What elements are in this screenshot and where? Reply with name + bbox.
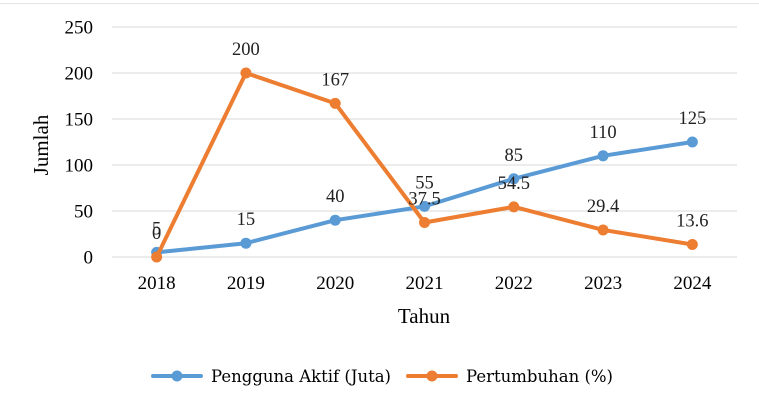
data-label: 200 — [232, 40, 260, 60]
legend: Pengguna Aktif (Juta) Pertumbuhan (%) — [151, 367, 613, 386]
data-label: 85 — [505, 146, 524, 166]
x-tick-label: 2021 — [406, 273, 444, 294]
y-tick-label: 150 — [65, 110, 94, 131]
data-label: 125 — [678, 109, 706, 129]
data-point — [151, 251, 163, 263]
y-tick-label: 50 — [74, 202, 93, 223]
y-tick-label: 250 — [65, 18, 94, 39]
y-tick-label: 200 — [65, 64, 94, 85]
x-axis-title: Tahun — [398, 304, 451, 328]
x-tick-label: 2019 — [227, 273, 265, 294]
data-point — [597, 150, 609, 162]
data-label: 29.4 — [587, 197, 619, 217]
data-label: 0 — [152, 224, 161, 244]
data-label: 5 — [152, 219, 161, 239]
data-point — [329, 214, 341, 226]
x-axis-ticks: 2018 2019 2020 2021 2022 2023 2024 — [138, 273, 712, 294]
data-label: 15 — [237, 210, 256, 230]
data-label: 167 — [321, 70, 349, 90]
x-tick-label: 2024 — [673, 273, 712, 294]
data-label: 13.6 — [676, 211, 708, 231]
data-labels: 5 15 40 55 85 110 125 0 200 167 37.5 54.5 29.4 13.6 — [152, 40, 709, 244]
data-label: 37.5 — [408, 190, 440, 210]
data-label: 55 — [415, 173, 434, 193]
data-label: 54.5 — [498, 174, 530, 194]
x-tick-label: 2018 — [138, 273, 176, 294]
data-point — [686, 238, 698, 250]
y-axis-ticks: 0 50 100 150 200 250 — [65, 18, 94, 269]
y-axis-title: Jumlah — [29, 114, 53, 175]
x-tick-label: 2022 — [495, 273, 533, 294]
data-label: 40 — [326, 187, 345, 207]
legend-swatch-marker — [171, 370, 183, 382]
data-point — [329, 97, 341, 109]
data-point — [686, 136, 698, 148]
data-point — [419, 200, 430, 212]
legend-label: Pertumbuhan (%) — [466, 367, 613, 386]
data-point — [240, 237, 252, 249]
data-point — [508, 201, 520, 213]
data-point — [419, 217, 430, 228]
y-tick-label: 0 — [84, 248, 94, 269]
series-lines — [151, 67, 698, 263]
legend-swatch-marker — [426, 370, 438, 382]
x-tick-label: 2023 — [584, 273, 622, 294]
data-point — [597, 224, 609, 236]
y-tick-label: 100 — [65, 156, 94, 177]
x-tick-label: 2020 — [316, 273, 354, 294]
legend-label: Pengguna Aktif (Juta) — [211, 367, 391, 386]
data-point — [240, 67, 252, 79]
data-point — [508, 173, 520, 185]
data-label: 110 — [590, 123, 617, 143]
